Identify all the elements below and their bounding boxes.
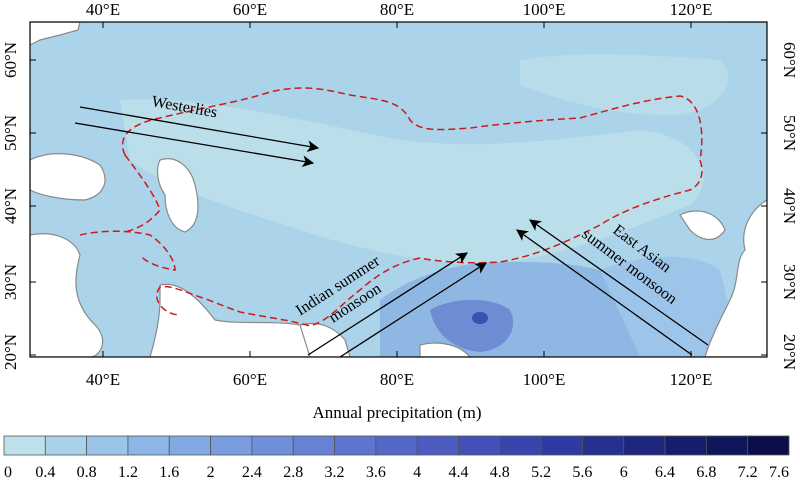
colorbar-swatch (86, 435, 129, 456)
colorbar-tick-label: 0 (4, 464, 12, 481)
lon-top-40: 40°E (86, 0, 120, 19)
colorbar-swatch (540, 435, 583, 456)
colorbar-swatch (334, 435, 377, 456)
colorbar-tick-label: 0.8 (77, 464, 97, 481)
colorbar-tick-label: 4 (413, 464, 421, 481)
land-india (299, 322, 351, 357)
lon-labels-bottom: 40°E 60°E 80°E 100°E 120°E (86, 370, 712, 389)
colorbar-tick-label: 3.2 (325, 464, 345, 481)
colorbar-swatch (499, 435, 542, 456)
colorbar-tick-label: 4.4 (448, 464, 468, 481)
east-asian-monsoon-arrow-1 (529, 219, 709, 346)
colorbar-swatch (44, 435, 88, 456)
dry-northeast-region (520, 54, 728, 116)
lat-right-30: 30°N (780, 264, 799, 300)
colorbar-swatch (292, 435, 335, 456)
land-black-sea-north (30, 153, 106, 201)
colorbar (3, 435, 790, 456)
colorbar-swatch (375, 435, 418, 456)
lat-labels-left: 60°N 50°N 40°N 30°N 20°N (1, 42, 20, 370)
east-asian-monsoon-arrows (516, 219, 709, 356)
lon-top-100: 100°E (523, 0, 566, 19)
lon-bottom-120: 120°E (670, 370, 713, 389)
lon-top-120: 120°E (670, 0, 713, 19)
indian-monsoon-arrow-2 (339, 262, 487, 357)
colorbar-tick-label: 2 (207, 464, 215, 481)
colorbar-tick-label: 1.2 (118, 464, 138, 481)
lat-left-50: 50°N (1, 115, 20, 151)
land-persian-gulf (149, 283, 321, 357)
indian-monsoon-arrow-1 (307, 252, 468, 356)
colorbar-tick-label: 6 (620, 464, 628, 481)
lat-right-60: 60°N (780, 42, 799, 78)
colorbar-swatch (664, 435, 707, 456)
colorbar-tick-label: 0.4 (35, 464, 55, 481)
lon-bottom-100: 100°E (523, 370, 566, 389)
land-east-coast (704, 22, 767, 357)
tick-marks (30, 22, 767, 357)
indian-monsoon-arrows (307, 252, 487, 357)
colorbar-swatch (705, 435, 749, 456)
dry-interior-region (120, 99, 704, 265)
lat-labels-right: 60°N 50°N 40°N 30°N 20°N (780, 42, 799, 370)
wettest-region (430, 299, 514, 352)
colorbar-tick-label: 7.2 (738, 464, 758, 481)
colorbar-swatch (168, 435, 211, 456)
lon-labels-top: 40°E 60°E 80°E 100°E 120°E (86, 0, 712, 19)
colorbar-swatch (251, 435, 294, 456)
lat-left-40: 40°N (1, 188, 20, 224)
westerlies-arrow-1 (79, 106, 320, 152)
lat-left-30: 30°N (1, 264, 20, 300)
westerlies-arrows (74, 106, 320, 168)
lat-right-40: 40°N (780, 188, 799, 224)
colorbar-swatch (416, 435, 459, 456)
colorbar-tick-label: 5.2 (531, 464, 551, 481)
lon-top-80: 80°E (380, 0, 414, 19)
colorbar-swatch (623, 435, 666, 456)
land-areas (30, 22, 767, 357)
precipitation-maximum (472, 312, 488, 324)
colorbar-title: Annual precipitation (m) (312, 403, 481, 422)
wet-east-china-region (600, 256, 740, 357)
colorbar-tick-label: 3.6 (366, 464, 386, 481)
colorbar-swatch (458, 435, 501, 456)
westerlies-arrow-2 (74, 122, 315, 168)
lat-left-60: 60°N (1, 42, 20, 78)
study-region-boundary (79, 87, 703, 327)
caspian-sea (156, 158, 199, 233)
land-arabia (30, 233, 104, 357)
east-asian-monsoon-arrow-2 (516, 229, 693, 356)
colorbar-tick-label: 1.6 (159, 464, 179, 481)
colorbar-swatch (210, 435, 253, 456)
lon-bottom-40: 40°E (86, 370, 120, 389)
colorbar-swatch (747, 435, 790, 456)
colorbar-tick-label: 7.6 (769, 464, 789, 481)
land-korea (679, 210, 726, 240)
lat-left-20: 20°N (1, 334, 20, 370)
lon-bottom-60: 60°E (233, 370, 267, 389)
map-frame (29, 21, 768, 358)
colorbar-swatch (582, 435, 625, 456)
colorbar-tick-label: 2.4 (242, 464, 262, 481)
colorbar-swatch (3, 435, 46, 456)
colorbar-tick-label: 4.8 (490, 464, 510, 481)
colorbar-tick-label: 6.4 (655, 464, 675, 481)
lon-bottom-80: 80°E (380, 370, 414, 389)
map-panel: Westerlies Indian summer monsoon East As… (30, 22, 767, 357)
colorbar-tick-label: 2.8 (283, 464, 303, 481)
land-bay-coast (419, 342, 471, 357)
land-top-left (30, 22, 81, 46)
colorbar-labels: 0 0.4 0.8 1.2 1.6 2 2.4 2.8 3.2 3.6 4 4.4 4.8 5.2 5.6 6… (4, 464, 789, 481)
lat-right-20: 20°N (780, 334, 799, 370)
colorbar-swatch (127, 435, 170, 456)
lat-right-50: 50°N (780, 115, 799, 151)
colorbar-tick-label: 6.8 (696, 464, 716, 481)
lon-top-60: 60°E (233, 0, 267, 19)
colorbar-tick-label: 5.6 (572, 464, 592, 481)
